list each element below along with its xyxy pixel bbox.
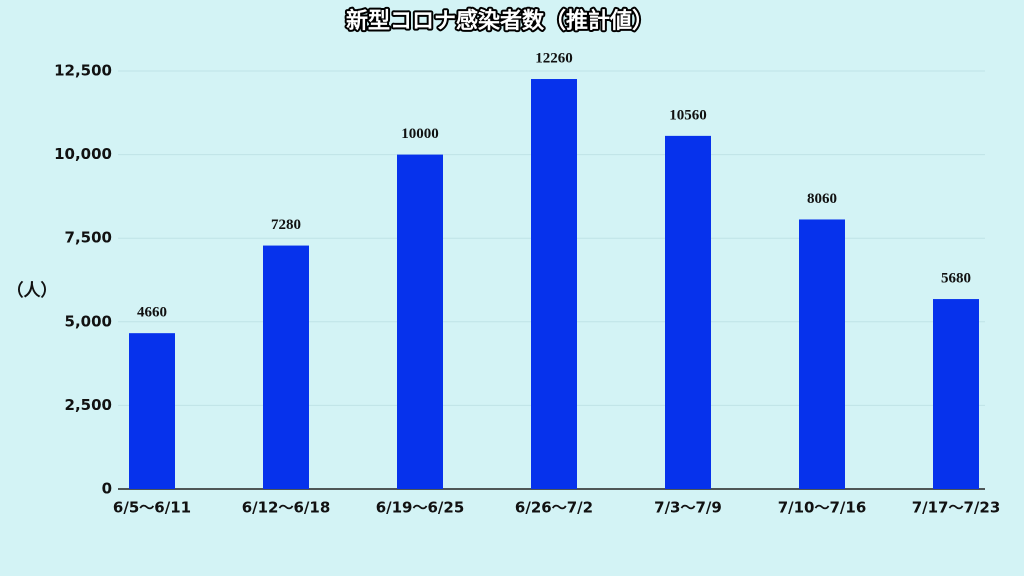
bar (129, 333, 175, 489)
y-tick-label: 12,500 (54, 62, 112, 80)
x-tick-label: 6/19〜6/25 (376, 499, 465, 517)
data-label: 4660 (137, 305, 167, 321)
y-tick-label: 2,500 (65, 396, 112, 414)
bar (933, 299, 979, 489)
x-tick-label: 7/17〜7/23 (912, 499, 1001, 517)
data-label: 5680 (941, 270, 971, 286)
y-tick-label: 7,500 (65, 229, 112, 247)
data-label: 12260 (535, 50, 573, 66)
data-label: 8060 (807, 191, 837, 207)
x-tick-label: 7/10〜7/16 (778, 499, 867, 517)
y-tick-label: 5,000 (65, 312, 112, 330)
data-label: 10560 (669, 107, 707, 123)
bar (799, 219, 845, 489)
x-tick-label: 6/5〜6/11 (113, 499, 191, 517)
y-tick-label: 10,000 (54, 145, 112, 163)
bar (397, 154, 443, 489)
y-tick-label: 0 (102, 480, 112, 498)
x-tick-label: 6/26〜7/2 (515, 499, 593, 517)
bar (665, 135, 711, 489)
x-tick-label: 7/3〜7/9 (654, 499, 722, 517)
bar (531, 79, 577, 489)
data-label: 7280 (271, 217, 301, 233)
chart-title: 新型コロナ感染者数（推計値） (346, 8, 654, 34)
y-axis-label: （人） (7, 280, 58, 301)
bar (263, 245, 309, 489)
data-label: 10000 (401, 126, 439, 142)
x-tick-label: 6/12〜6/18 (242, 499, 331, 517)
